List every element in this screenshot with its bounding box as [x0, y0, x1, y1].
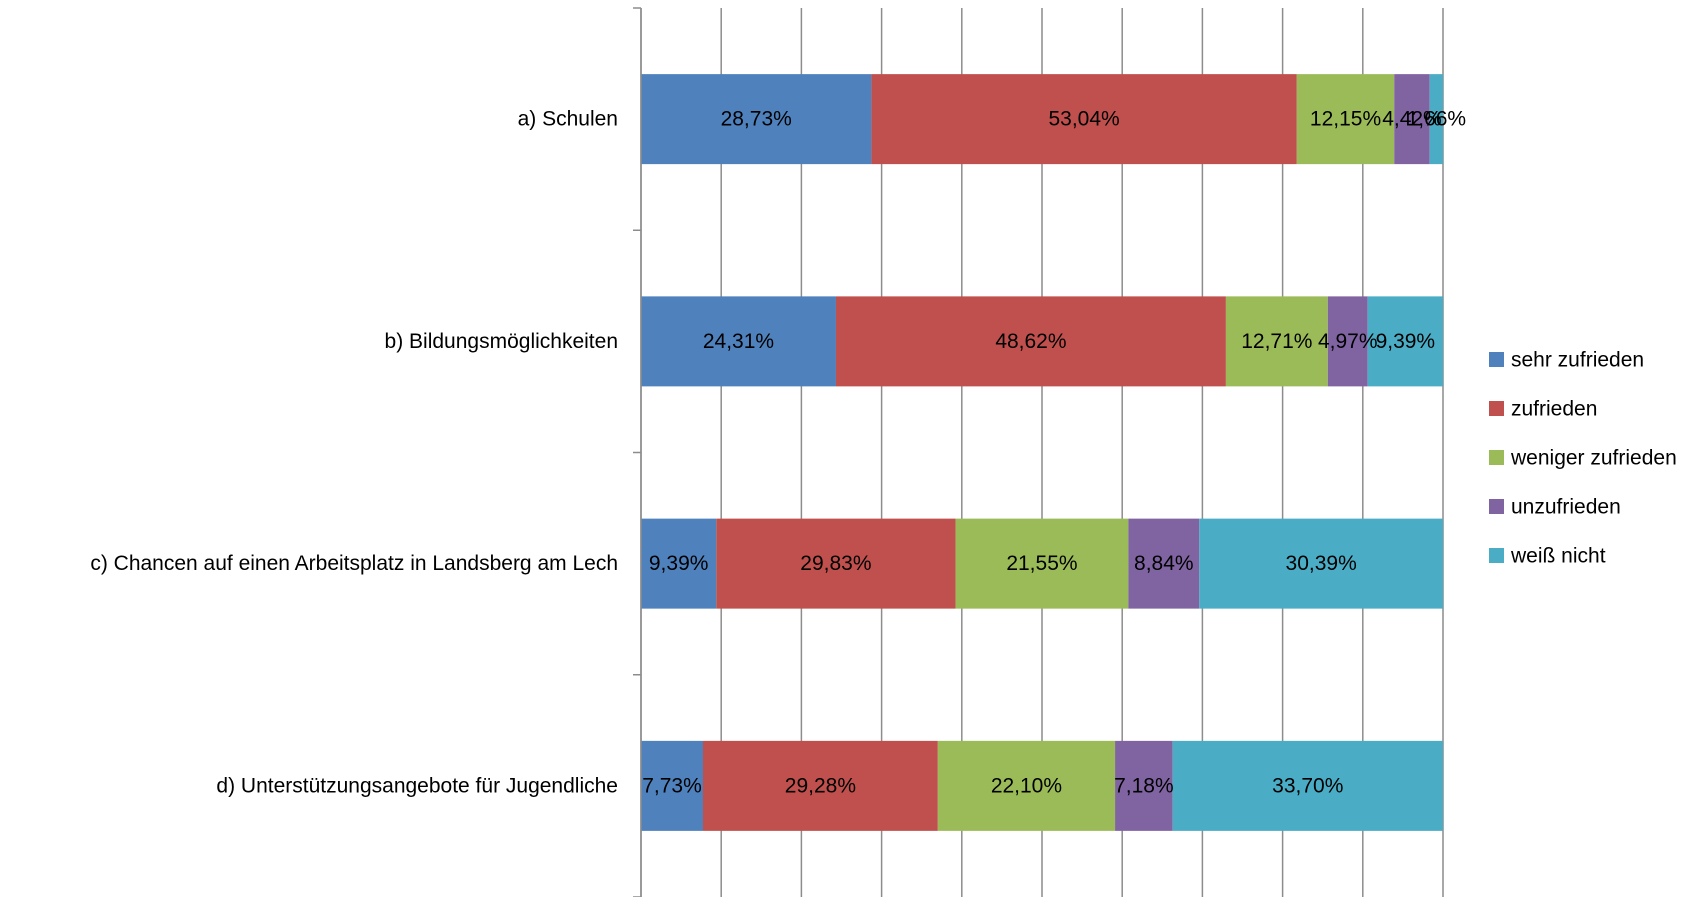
data-label: 30,39%: [1286, 552, 1357, 575]
bar-segment: [641, 74, 872, 165]
data-label: 4,42%: [1382, 108, 1442, 131]
category-label: d) Unterstützungsangebote für Jugendlich…: [216, 774, 618, 797]
legend-swatch: [1489, 401, 1504, 416]
data-label: 28,73%: [721, 108, 792, 131]
bar-segment: [1115, 740, 1173, 831]
bar-segment: [1172, 740, 1443, 831]
data-label: 12,15%: [1310, 108, 1381, 131]
data-label: 29,28%: [785, 774, 856, 797]
category-label: c) Chancen auf einen Arbeitsplatz in Lan…: [90, 552, 618, 575]
category-axis: a) Schulen b) Bildungsmöglichkeiten c) Cha…: [90, 7, 642, 897]
legend-label: zufrieden: [1511, 398, 1597, 421]
data-label: 21,55%: [1006, 552, 1077, 575]
bar-segment: [716, 518, 956, 609]
legend-swatch: [1489, 499, 1504, 514]
bar-segment: [1367, 296, 1443, 387]
legend-label: unzufrieden: [1511, 496, 1621, 519]
legend: sehr zufrieden zufrieden weniger zufrieden…: [1489, 349, 1677, 568]
legend-swatch: [1489, 352, 1504, 367]
legend-swatch: [1489, 548, 1504, 563]
data-label: 22,10%: [991, 774, 1062, 797]
bar-segment: [641, 740, 703, 831]
data-label: 4,97%: [1318, 330, 1378, 353]
bar-segment: [955, 518, 1129, 609]
data-label: 9,39%: [649, 552, 709, 575]
data-label: 12,71%: [1241, 330, 1312, 353]
data-label: 53,04%: [1048, 108, 1119, 131]
data-label: 7,18%: [1114, 774, 1174, 797]
data-label: 33,70%: [1272, 774, 1343, 797]
bar-segment: [835, 296, 1226, 387]
bar-segment: [1296, 74, 1395, 165]
bar-segment: [937, 740, 1116, 831]
legend-swatch: [1489, 450, 1504, 465]
data-label: 9,39%: [1376, 330, 1436, 353]
data-label: 48,62%: [995, 330, 1066, 353]
bar-segment: [871, 74, 1297, 165]
bar-segment: [1429, 74, 1443, 165]
bar-segment: [641, 296, 836, 387]
bar-segment: [1128, 518, 1200, 609]
bar-segment: [1327, 296, 1368, 387]
category-label: b) Bildungsmöglichkeiten: [385, 330, 618, 353]
bar-segment: [1199, 518, 1443, 609]
data-label: 7,73%: [642, 774, 702, 797]
bar-segment: [702, 740, 938, 831]
data-label: 29,83%: [800, 552, 871, 575]
legend-label: sehr zufrieden: [1511, 349, 1644, 372]
bar-segment: [641, 518, 717, 609]
data-label: 24,31%: [703, 330, 774, 353]
data-label: 1,66%: [1407, 108, 1467, 131]
data-labels: 28,73% 53,04% 12,15% 4,42%1,66% 24,31% 48,62%…: [642, 108, 1466, 798]
data-label: 8,84%: [1134, 552, 1194, 575]
legend-label: weniger zufrieden: [1510, 447, 1677, 470]
bar-segment: [1225, 296, 1328, 387]
category-label: a) Schulen: [518, 108, 618, 131]
legend-label: weiß nicht: [1510, 545, 1606, 568]
bars: [641, 74, 1443, 831]
bar-segment: [1394, 74, 1430, 165]
